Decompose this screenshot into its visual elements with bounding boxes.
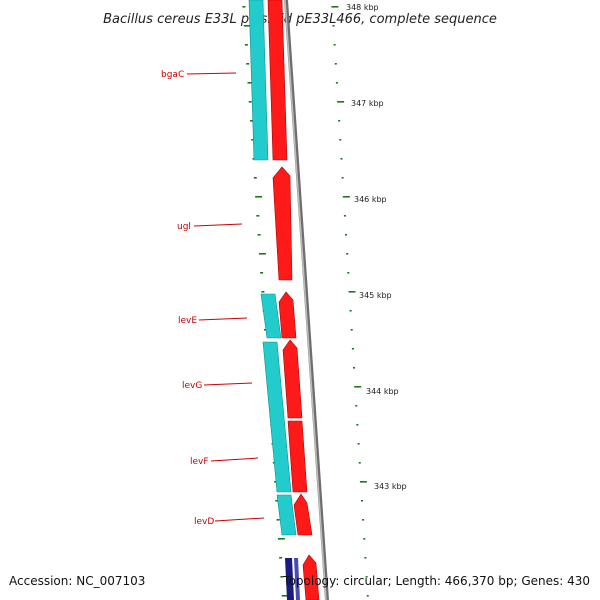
- scale-label: 345 kbp: [359, 291, 392, 300]
- gc-tick: [353, 367, 355, 369]
- gc-tick: [337, 101, 345, 103]
- gc-tick: [279, 557, 283, 559]
- gc-tick: [345, 234, 347, 236]
- gene-label-leader: [193, 223, 243, 227]
- gc-tick: [359, 481, 367, 483]
- reverse-cds-feature: [285, 558, 294, 600]
- gc-tick: [358, 462, 361, 464]
- reverse-cds-feature: [294, 558, 300, 600]
- gene-feature: [260, 293, 282, 339]
- scale-label: 346 kbp: [354, 195, 387, 204]
- gc-tick: [332, 25, 335, 27]
- gc-tick: [347, 272, 350, 274]
- gc-tick: [366, 595, 369, 597]
- gene-label-ugl: ugl: [177, 222, 191, 232]
- gene-label-leader: [198, 317, 248, 321]
- gene-feature: [262, 341, 292, 493]
- cds-feature: [287, 420, 308, 493]
- gc-tick: [260, 272, 264, 274]
- cds-feature: [282, 339, 303, 419]
- accession-label: Accession: NC_007103: [9, 574, 146, 588]
- scale-label: 343 kbp: [374, 482, 407, 491]
- gc-tick: [276, 519, 280, 521]
- gene-label-leader: [214, 517, 265, 522]
- gc-tick: [354, 386, 362, 388]
- gc-tick: [258, 253, 266, 255]
- gene-label-leader: [186, 72, 237, 75]
- scale-label: 344 kbp: [366, 387, 399, 396]
- gc-tick: [342, 196, 350, 198]
- gc-tick: [275, 500, 279, 502]
- gc-tick: [356, 424, 359, 426]
- gc-tick: [363, 538, 366, 540]
- gc-tick: [339, 139, 342, 141]
- gc-tick: [357, 443, 360, 445]
- gc-tick: [333, 44, 336, 46]
- gene-labels: bgaC ugl levE levG levF levD: [161, 70, 265, 527]
- gene-label-leader: [210, 457, 259, 462]
- gc-tick: [243, 25, 251, 27]
- gene-feature: [248, 0, 269, 161]
- gc-tick: [348, 291, 356, 293]
- gc-tick: [362, 519, 365, 521]
- gc-tick: [338, 120, 341, 122]
- gc-tick: [247, 82, 255, 84]
- map-title: Bacillus cereus E33L plasmid pE33L466, c…: [103, 12, 497, 27]
- gc-tick: [349, 310, 352, 312]
- gc-tick: [365, 576, 368, 578]
- gc-tick: [256, 215, 260, 217]
- gc-tick: [248, 101, 252, 103]
- gc-tick: [280, 576, 284, 578]
- cds-feature: [267, 0, 288, 161]
- gc-tick: [341, 177, 344, 179]
- gc-tick: [364, 557, 367, 559]
- topology-label: Topology: circular; Length: 466,370 bp; …: [283, 574, 590, 588]
- gene-track: [248, 0, 320, 600]
- sequence-backbone: [284, 0, 329, 600]
- gene-feature: [276, 494, 297, 536]
- gc-tick: [261, 291, 265, 293]
- scale-label: 348 kbp: [346, 3, 379, 12]
- gc-tick: [250, 120, 253, 122]
- gene-label-leader: [203, 382, 253, 386]
- gc-tick: [335, 82, 338, 84]
- gc-tick: [255, 196, 263, 198]
- cds-feature: [278, 291, 297, 339]
- gc-tick: [257, 234, 261, 236]
- gc-tick: [355, 405, 358, 407]
- gc-tick: [244, 44, 248, 46]
- gc-tick: [361, 500, 363, 502]
- gc-tick: [346, 253, 349, 255]
- sequence-backbone-highlight: [284, 0, 327, 600]
- scale-labels: 348 kbp 347 kbp 346 kbp 345 kbp 344 kbp …: [346, 3, 407, 491]
- gene-label-bgaC: bgaC: [161, 70, 184, 80]
- scale-label: 347 kbp: [351, 99, 384, 108]
- gene-label-levF: levF: [190, 457, 209, 467]
- gc-tick: [340, 158, 343, 160]
- gc-tick: [253, 177, 257, 179]
- gc-tick: [331, 6, 339, 8]
- gc-tick: [277, 538, 285, 540]
- gene-label-levD: levD: [194, 517, 214, 527]
- gene-label-levG: levG: [182, 381, 202, 391]
- gc-tick: [242, 6, 246, 8]
- cds-feature: [302, 554, 320, 600]
- cds-feature: [293, 493, 313, 536]
- gc-tick: [281, 595, 289, 597]
- gc-tick: [334, 63, 337, 65]
- gc-tick: [263, 329, 267, 331]
- gene-label-levE: levE: [178, 316, 197, 326]
- gc-tick: [343, 215, 346, 217]
- gc-tick: [350, 329, 353, 331]
- cds-feature: [272, 166, 293, 281]
- gc-tick: [351, 348, 354, 350]
- gc-tick: [246, 63, 250, 65]
